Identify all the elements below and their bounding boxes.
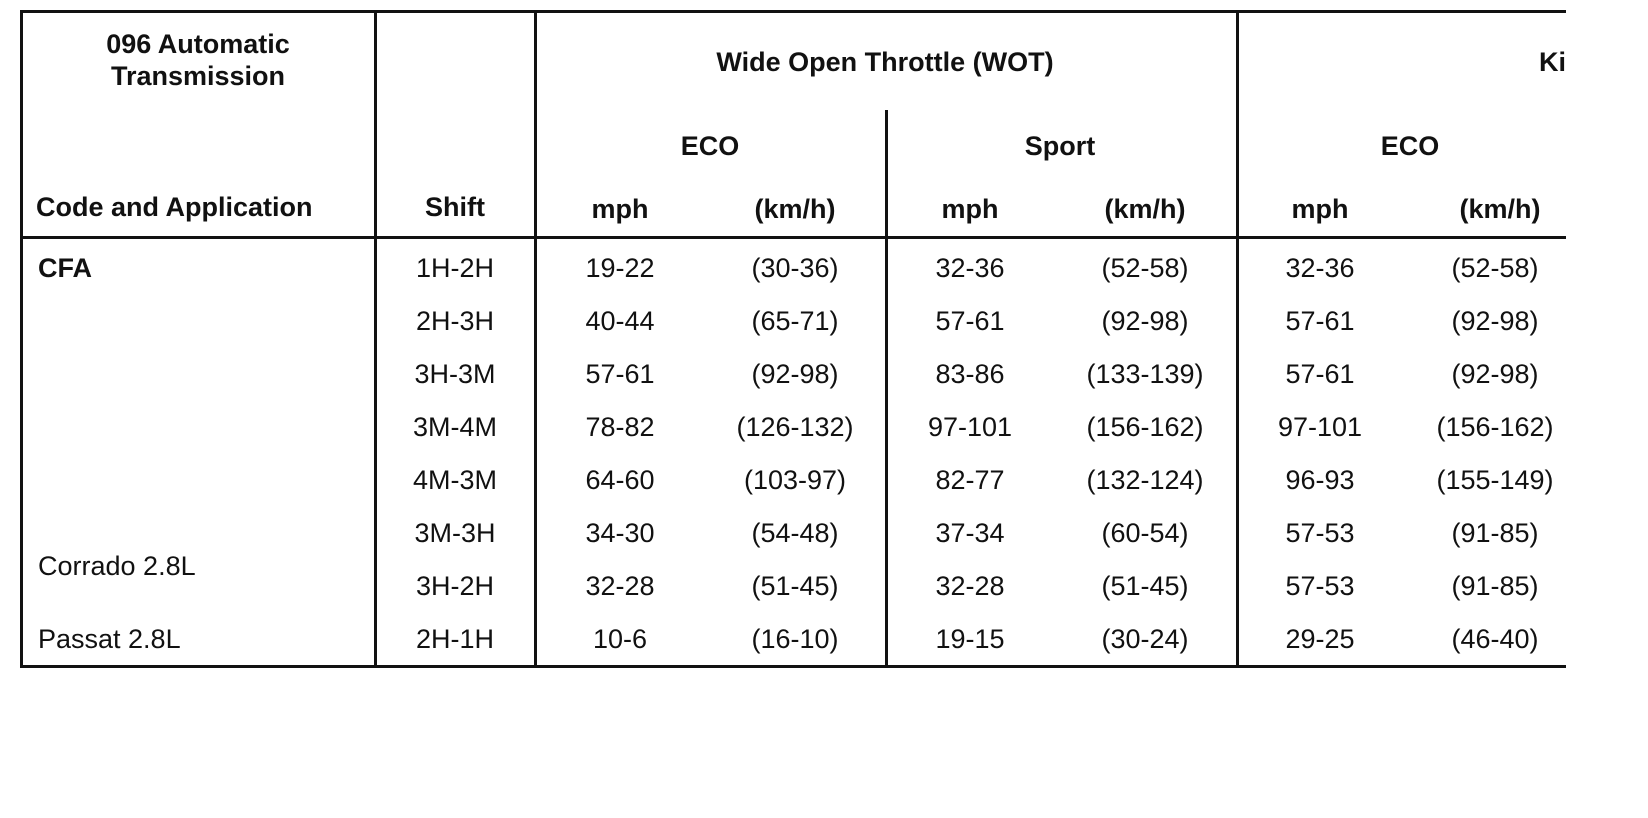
speed: 57-53: [1285, 571, 1355, 601]
speed: 57-53: [1285, 518, 1355, 548]
speed: 10-6: [592, 624, 648, 654]
speed: (52-58): [1101, 253, 1189, 283]
speed: 32-36: [935, 253, 1005, 283]
speed: 57-61: [1285, 306, 1355, 336]
application: Passat 2.8L: [38, 624, 181, 654]
speed: 32-28: [585, 571, 655, 601]
shift: 1H-2H: [415, 253, 495, 283]
speed: 96-93: [1285, 465, 1355, 495]
speed: 57-61: [585, 359, 655, 389]
header-title: Transmission: [110, 61, 286, 91]
speed: (52-58): [1451, 253, 1539, 283]
speed: (156-162): [1436, 412, 1554, 442]
group-header: Kic: [1538, 47, 1566, 77]
group-header: Wide Open Throttle (WOT): [716, 47, 1054, 77]
border: [374, 10, 377, 668]
speed: (51-45): [1101, 571, 1189, 601]
border: [885, 110, 888, 668]
speed: (54-48): [751, 518, 839, 548]
header-title: 096 Automatic: [106, 29, 290, 59]
speed: 29-25: [1285, 624, 1355, 654]
mode-header: ECO: [680, 131, 740, 161]
speed: 32-36: [1285, 253, 1355, 283]
unit-header: (km/h): [754, 194, 836, 224]
table: 096 Automatic Transmission Code and Applic…: [20, 10, 1566, 668]
speed: 40-44: [585, 306, 655, 336]
speed: 78-82: [585, 412, 655, 442]
speed: (92-98): [1451, 306, 1539, 336]
speed: 37-34: [935, 518, 1005, 548]
speed: (60-54): [1101, 518, 1189, 548]
shift: 2H-1H: [415, 624, 495, 654]
unit-header: (km/h): [1104, 194, 1186, 224]
speed: (30-36): [751, 253, 839, 283]
border: [20, 665, 1566, 668]
speed: (91-85): [1451, 518, 1539, 548]
border: [534, 10, 537, 668]
speed: 82-77: [935, 465, 1005, 495]
speed: (65-71): [751, 306, 839, 336]
speed: 83-86: [935, 359, 1005, 389]
speed: (16-10): [751, 624, 839, 654]
border: [1236, 10, 1239, 668]
speed: (155-149): [1436, 465, 1554, 495]
speed: (51-45): [751, 571, 839, 601]
border: [20, 10, 23, 668]
shift: 2H-3H: [415, 306, 495, 336]
speed: 57-61: [935, 306, 1005, 336]
speed: 97-101: [1277, 412, 1363, 442]
speed: (30-24): [1101, 624, 1189, 654]
border: [20, 10, 1566, 13]
speed: 57-61: [1285, 359, 1355, 389]
speed: (46-40): [1451, 624, 1539, 654]
speed: (126-132): [736, 412, 854, 442]
shift: 3H-3M: [414, 359, 496, 389]
application: Corrado 2.8L: [38, 551, 196, 581]
speed: 34-30: [585, 518, 655, 548]
unit-header: mph: [941, 194, 999, 224]
speed: (132-124): [1086, 465, 1204, 495]
column-header: Code and Application: [36, 192, 313, 222]
speed: (92-98): [1101, 306, 1189, 336]
mode-header: Sport: [1024, 131, 1096, 161]
speed: 97-101: [927, 412, 1013, 442]
column-header: Shift: [425, 192, 485, 222]
unit-header: mph: [591, 194, 649, 224]
mode-header: ECO: [1380, 131, 1440, 161]
speed: (103-97): [743, 465, 847, 495]
shift: 3H-2H: [415, 571, 495, 601]
speed: (91-85): [1451, 571, 1539, 601]
shift: 4M-3M: [412, 465, 498, 495]
speed: 32-28: [935, 571, 1005, 601]
speed: (156-162): [1086, 412, 1204, 442]
border: [20, 236, 1566, 239]
unit-header: (km/h): [1459, 194, 1541, 224]
application: CFA: [38, 253, 92, 283]
speed: (133-139): [1086, 359, 1204, 389]
speed: (92-98): [751, 359, 839, 389]
unit-header: mph: [1291, 194, 1349, 224]
shift: 3M-4M: [412, 412, 498, 442]
speed: 19-15: [935, 624, 1005, 654]
speed: 64-60: [585, 465, 655, 495]
speed: (92-98): [1451, 359, 1539, 389]
speed: 19-22: [585, 253, 655, 283]
shift: 3M-3H: [414, 518, 496, 548]
